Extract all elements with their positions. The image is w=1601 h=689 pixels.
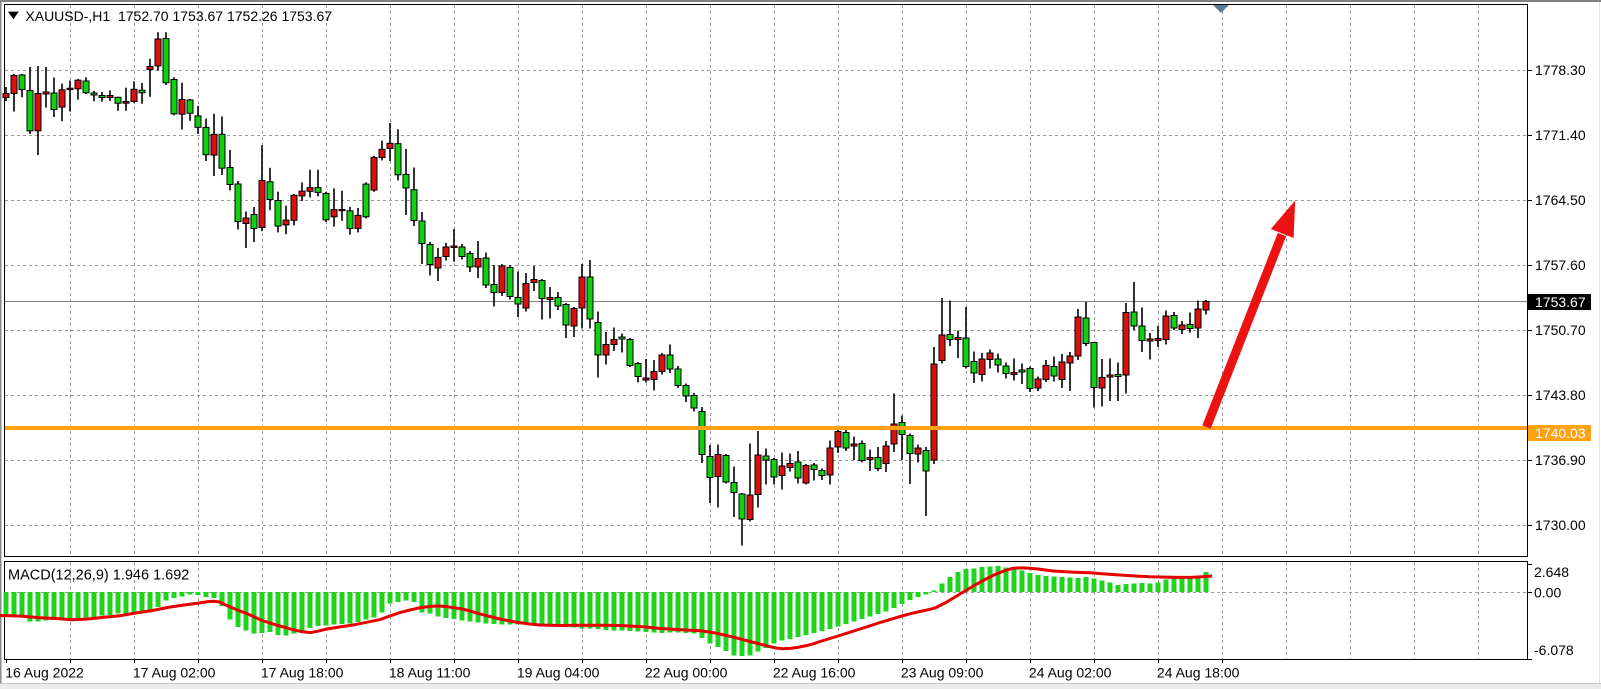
- svg-text:1740.03: 1740.03: [1535, 425, 1586, 441]
- svg-text:22 Aug 16:00: 22 Aug 16:00: [773, 665, 856, 681]
- svg-text:1764.50: 1764.50: [1535, 192, 1586, 208]
- svg-text:1743.80: 1743.80: [1535, 387, 1586, 403]
- svg-text:17 Aug 18:00: 17 Aug 18:00: [261, 665, 344, 681]
- svg-text:24 Aug 18:00: 24 Aug 18:00: [1157, 665, 1240, 681]
- svg-text:19 Aug 04:00: 19 Aug 04:00: [517, 665, 600, 681]
- svg-text:22 Aug 00:00: 22 Aug 00:00: [645, 665, 728, 681]
- svg-text:2.648: 2.648: [1534, 564, 1569, 580]
- svg-text:1753.67: 1753.67: [1535, 294, 1586, 310]
- svg-text:1730.00: 1730.00: [1535, 517, 1586, 533]
- svg-text:-6.078: -6.078: [1534, 642, 1574, 658]
- svg-text:1750.70: 1750.70: [1535, 322, 1586, 338]
- svg-text:18 Aug 11:00: 18 Aug 11:00: [389, 665, 471, 681]
- svg-text:MACD(12,26,9) 1.946 1.692: MACD(12,26,9) 1.946 1.692: [8, 568, 189, 584]
- svg-text:1736.90: 1736.90: [1535, 452, 1586, 468]
- svg-text:1757.60: 1757.60: [1535, 257, 1586, 273]
- svg-text:XAUUSD-,H1 1752.70 1753.67 17: XAUUSD-,H1 1752.70 1753.67 1752.26 1753.…: [25, 8, 332, 24]
- svg-text:24 Aug 02:00: 24 Aug 02:00: [1029, 665, 1112, 681]
- svg-text:1771.40: 1771.40: [1535, 127, 1586, 143]
- svg-text:23 Aug 09:00: 23 Aug 09:00: [901, 665, 984, 681]
- svg-text:17 Aug 02:00: 17 Aug 02:00: [133, 665, 216, 681]
- svg-text:0.00: 0.00: [1534, 585, 1561, 601]
- svg-text:16 Aug 2022: 16 Aug 2022: [5, 665, 84, 681]
- svg-text:1778.30: 1778.30: [1535, 62, 1586, 78]
